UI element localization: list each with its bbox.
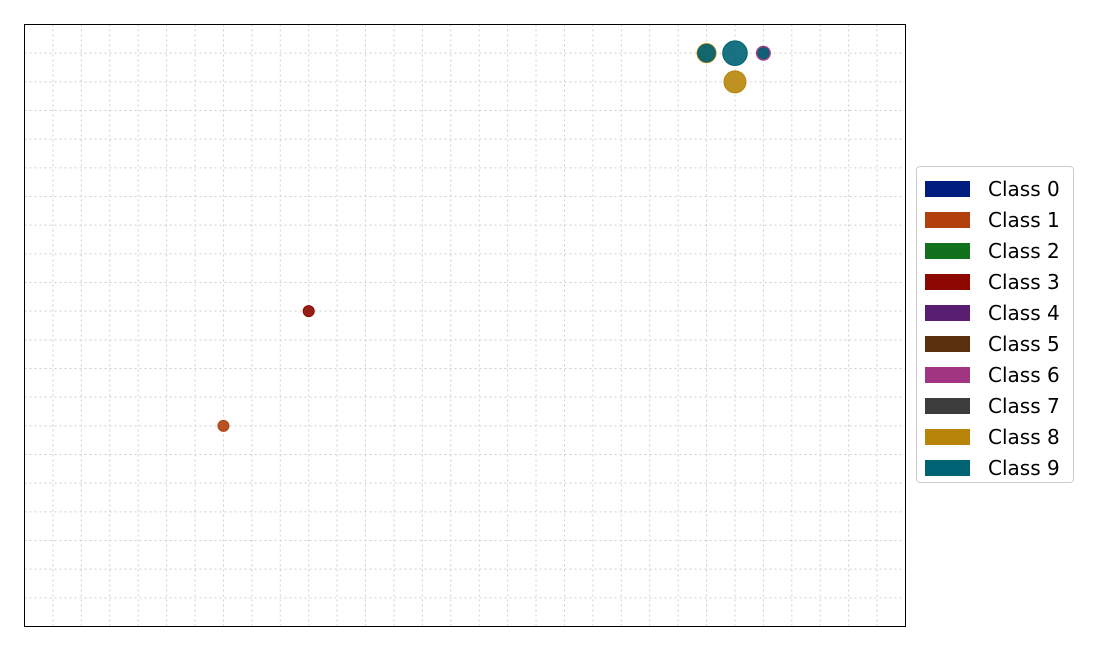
legend-label: Class 6 — [988, 362, 1060, 387]
scatter-point-class-9 — [722, 40, 748, 66]
legend-swatch — [925, 211, 970, 228]
legend-swatch — [925, 180, 970, 197]
scatter-point-class-9 — [697, 43, 716, 63]
legend-item-class-7: Class 7 — [925, 390, 1073, 421]
legend-swatch — [925, 335, 970, 352]
legend-label: Class 9 — [988, 455, 1060, 480]
legend-label: Class 8 — [988, 424, 1060, 449]
legend-item-class-1: Class 1 — [925, 204, 1073, 235]
grid — [24, 24, 906, 627]
legend-swatch — [925, 273, 970, 290]
scatter-point-class-9 — [757, 47, 770, 60]
legend-label: Class 7 — [988, 393, 1060, 418]
legend-label: Class 2 — [988, 238, 1060, 263]
legend-swatch — [925, 304, 970, 321]
legend-item-class-5: Class 5 — [925, 328, 1073, 359]
legend-label: Class 1 — [988, 207, 1060, 232]
legend-item-class-4: Class 4 — [925, 297, 1073, 328]
legend-item-class-3: Class 3 — [925, 266, 1073, 297]
legend-swatch — [925, 242, 970, 259]
legend-swatch — [925, 397, 970, 414]
legend-item-class-2: Class 2 — [925, 235, 1073, 266]
scatter-point-class-8 — [723, 70, 747, 94]
legend-swatch — [925, 366, 970, 383]
legend-item-class-6: Class 6 — [925, 359, 1073, 390]
legend-item-class-8: Class 8 — [925, 421, 1073, 452]
legend-item-class-9: Class 9 — [925, 452, 1073, 483]
data-points — [217, 40, 771, 432]
scatter-point-class-1 — [217, 419, 230, 432]
legend-item-class-0: Class 0 — [925, 173, 1073, 204]
legend-label: Class 4 — [988, 300, 1060, 325]
scatter-point-class-3 — [302, 305, 315, 318]
plot-area-frame — [24, 24, 906, 627]
legend-label: Class 3 — [988, 269, 1060, 294]
legend-label: Class 5 — [988, 331, 1060, 356]
legend-label: Class 0 — [988, 176, 1060, 201]
legend: Class 0 Class 1 Class 2 Class 3 Class 4 Class… — [916, 166, 1074, 483]
legend-swatch — [925, 428, 970, 445]
legend-swatch — [925, 459, 970, 476]
